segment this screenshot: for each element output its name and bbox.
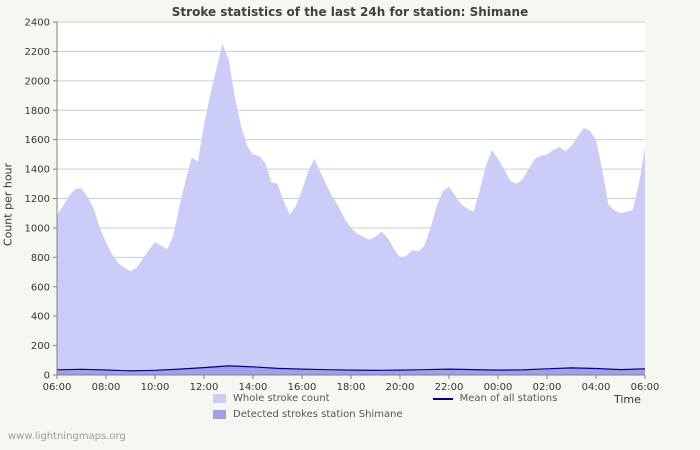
legend-label-detected-strokes: Detected strokes station Shimane bbox=[233, 409, 403, 420]
y-tick-label: 1400 bbox=[25, 165, 50, 176]
legend-item-mean-of-all-stations: Mean of all stations bbox=[432, 393, 558, 404]
legend-item-whole-stroke-count: Whole stroke count bbox=[213, 393, 403, 404]
y-axis-label: Count per hour bbox=[1, 162, 15, 247]
area-swatch-icon bbox=[213, 410, 226, 419]
line-swatch-icon bbox=[432, 397, 453, 400]
watermark: www.lightningmaps.org bbox=[8, 431, 126, 442]
legend: Whole stroke count Detected strokes stat… bbox=[213, 393, 557, 420]
y-tick-label: 2200 bbox=[25, 47, 50, 58]
legend-column-right: Mean of all stations bbox=[432, 393, 558, 420]
chart-title: Stroke statistics of the last 24h for st… bbox=[171, 5, 529, 19]
x-tick-label: 14:00 bbox=[239, 382, 268, 393]
y-tick-label: 0 bbox=[44, 371, 50, 382]
y-tick-label: 1200 bbox=[25, 194, 50, 205]
x-tick-label: 12:00 bbox=[190, 382, 219, 393]
area-detected-strokes-station-shimane bbox=[57, 366, 645, 375]
x-tick-label: 16:00 bbox=[288, 382, 317, 393]
x-tick-label: 22:00 bbox=[435, 382, 464, 393]
line-mean-of-all-stations bbox=[56, 365, 646, 372]
legend-label-whole-stroke-count: Whole stroke count bbox=[233, 393, 330, 404]
y-tick-label: 800 bbox=[31, 253, 50, 264]
x-axis-label: Time bbox=[614, 393, 641, 406]
x-tick-label: 00:00 bbox=[484, 382, 513, 393]
y-tick-label: 1000 bbox=[25, 223, 50, 234]
legend-column-left: Whole stroke count Detected strokes stat… bbox=[213, 393, 403, 420]
area-whole-stroke-count bbox=[57, 44, 645, 375]
y-tick-label: 2400 bbox=[25, 18, 50, 29]
x-tick-label: 02:00 bbox=[533, 382, 562, 393]
y-tick-label: 600 bbox=[31, 282, 50, 293]
area-swatch-icon bbox=[213, 394, 226, 403]
x-tick-label: 06:00 bbox=[631, 382, 660, 393]
x-tick-label: 10:00 bbox=[141, 382, 170, 393]
y-tick-label: 400 bbox=[31, 312, 50, 323]
x-tick-label: 08:00 bbox=[92, 382, 121, 393]
y-tick-label: 1600 bbox=[25, 135, 50, 146]
x-tick-label: 20:00 bbox=[386, 382, 415, 393]
legend-label-mean-of-all-stations: Mean of all stations bbox=[459, 393, 558, 404]
y-tick-label: 1800 bbox=[25, 106, 50, 117]
x-tick-label: 06:00 bbox=[43, 382, 72, 393]
y-tick-label: 200 bbox=[31, 341, 50, 352]
y-tick-label: 2000 bbox=[25, 76, 50, 87]
x-tick-label: 04:00 bbox=[582, 382, 611, 393]
x-tick-label: 18:00 bbox=[337, 382, 366, 393]
legend-item-detected-strokes: Detected strokes station Shimane bbox=[213, 409, 403, 420]
